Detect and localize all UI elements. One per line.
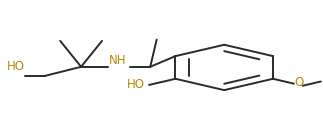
Text: HO: HO bbox=[127, 78, 144, 91]
Text: O: O bbox=[294, 76, 303, 89]
Text: NH: NH bbox=[109, 54, 127, 67]
Text: HO: HO bbox=[7, 60, 25, 73]
